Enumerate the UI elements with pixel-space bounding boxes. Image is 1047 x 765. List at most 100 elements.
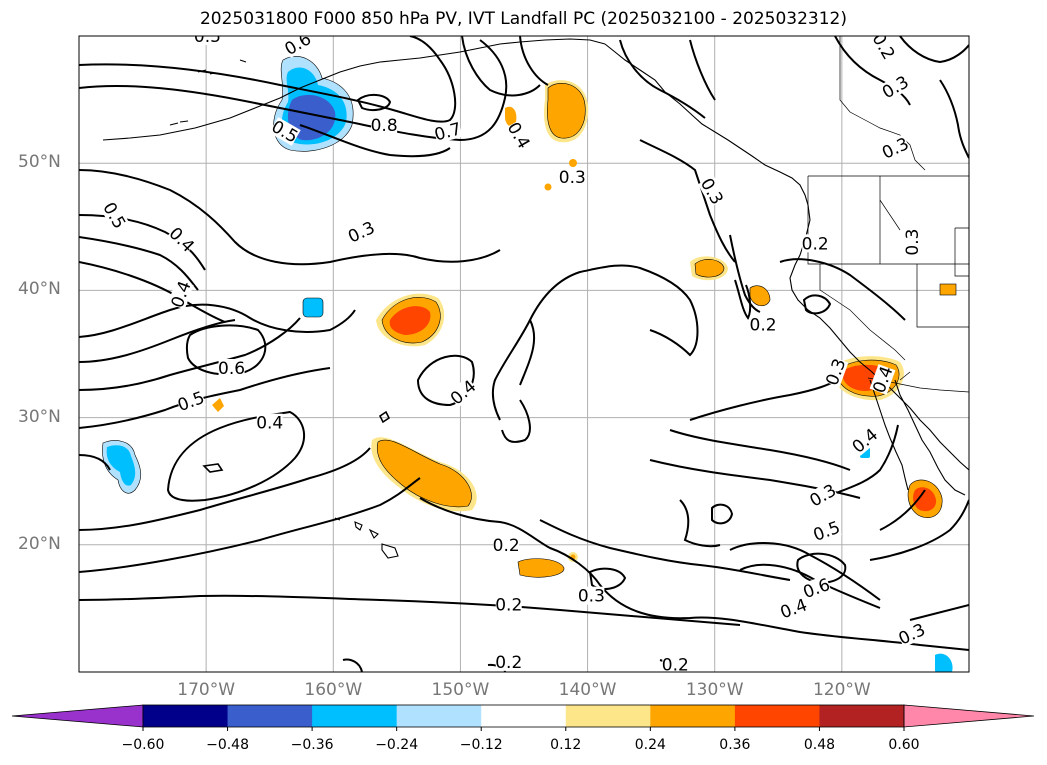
longitude-label: 140°W bbox=[558, 680, 617, 700]
shade-blob-small-145w bbox=[505, 106, 517, 127]
contour-label-gap bbox=[432, 119, 463, 144]
contour-label-gap bbox=[167, 278, 194, 310]
longitude-label: 160°W bbox=[304, 680, 363, 700]
coast-alaska-peninsula bbox=[102, 49, 471, 141]
colorbar-tick-label: 0.60 bbox=[888, 737, 920, 753]
contour-label-gap bbox=[869, 36, 899, 62]
contour-label-gap bbox=[269, 117, 301, 146]
contour-label-gap bbox=[896, 620, 928, 648]
contour-label: 0.4 bbox=[256, 414, 283, 434]
contour-label: 0.2 bbox=[662, 655, 689, 675]
colorbar-tick-label: −0.24 bbox=[375, 737, 419, 753]
border-state-4 bbox=[819, 264, 906, 361]
colorbar-frame bbox=[142, 704, 905, 728]
coast-hawaii-4 bbox=[381, 543, 399, 559]
shade-blob-25n-150w bbox=[376, 439, 472, 508]
coast-hawaii-2 bbox=[354, 521, 363, 531]
colorbar-tick-label: −0.36 bbox=[290, 737, 334, 753]
contour-label-gap bbox=[879, 134, 911, 162]
contour-label: 0.3 bbox=[903, 229, 923, 256]
colorbar-segment bbox=[565, 705, 651, 727]
colorbar-extend-min bbox=[11, 704, 144, 728]
shade-blob-southeast-corner bbox=[935, 653, 953, 672]
coast-bc-panhandle bbox=[604, 43, 969, 471]
colorbar-segment bbox=[143, 705, 229, 727]
colorbar-tick-label: −0.48 bbox=[206, 737, 249, 753]
contour-label-gap bbox=[697, 175, 727, 207]
colorbar-tick-label: 0.48 bbox=[803, 737, 836, 753]
colorbar-segment bbox=[227, 705, 313, 727]
contour-label-gap bbox=[495, 595, 522, 614]
contour-label-gap bbox=[218, 358, 245, 377]
contour-label-gap bbox=[495, 652, 522, 671]
contour-label: 0.2 bbox=[495, 596, 522, 616]
colorbar-segment bbox=[819, 705, 905, 727]
border-state-3 bbox=[954, 227, 969, 277]
border-alaska-canada bbox=[839, 36, 926, 171]
contour-label-gap bbox=[802, 234, 829, 253]
coast-baja bbox=[869, 379, 909, 491]
contour-label-gap bbox=[194, 36, 221, 45]
shade-blob-aleutian-dark bbox=[287, 94, 336, 141]
shade-blob-42n-131w-inner bbox=[694, 259, 725, 278]
contour-label-gap bbox=[801, 575, 832, 601]
contour-label-gap bbox=[256, 413, 283, 432]
latitude-label: 50°N bbox=[18, 152, 61, 173]
colorbar-segment bbox=[481, 705, 567, 727]
colorbar bbox=[11, 704, 1035, 731]
contour-label-gap bbox=[750, 315, 777, 334]
shade-blob-40n-127w bbox=[749, 285, 771, 307]
colorbar-tick-label: 0.36 bbox=[719, 737, 751, 753]
coast-alaska-south bbox=[469, 38, 606, 51]
contour-label-gap bbox=[822, 356, 849, 388]
shade-blob-west-subtropics-inner bbox=[106, 445, 136, 486]
contour-label: 0.2 bbox=[802, 234, 829, 254]
contour-label: 0.2 bbox=[495, 653, 522, 673]
contour-label-gap bbox=[559, 168, 586, 187]
border-state-5 bbox=[916, 264, 969, 328]
plot-frame bbox=[78, 35, 970, 673]
colorbar-segment bbox=[312, 705, 398, 727]
latitude-label: 40°N bbox=[18, 279, 61, 300]
contour-label: 0.2 bbox=[493, 536, 520, 556]
contour-label-gap bbox=[371, 116, 398, 135]
contour-label: 0.5 bbox=[194, 27, 221, 47]
contour-label: 0.3 bbox=[559, 168, 586, 188]
latitude-label: 20°N bbox=[18, 533, 61, 554]
contour-label-gap bbox=[662, 655, 689, 672]
latitude-label: 30°N bbox=[18, 406, 61, 427]
contour-label-gap bbox=[345, 218, 377, 246]
longitude-label: 120°W bbox=[812, 680, 871, 700]
contour-label-gap bbox=[869, 364, 896, 395]
longitude-label: 130°W bbox=[685, 680, 744, 700]
colorbar-tick-label: 0.12 bbox=[550, 737, 582, 753]
contour-label-gap bbox=[493, 535, 520, 554]
colorbar-segment bbox=[734, 705, 820, 727]
colorbar-segment bbox=[650, 705, 736, 727]
pv-contours-small bbox=[202, 410, 391, 473]
shade-blob-40n-155w-core bbox=[389, 306, 431, 335]
coast-baja-east bbox=[894, 379, 966, 496]
shade-blob-gulf-alaska bbox=[547, 83, 586, 139]
contour-label-gap bbox=[879, 72, 912, 102]
contour-label-gap bbox=[811, 517, 842, 544]
contour-label-gap bbox=[902, 229, 921, 256]
colorbar-tick-label: −0.60 bbox=[121, 737, 165, 753]
contour-label-gap bbox=[778, 595, 809, 622]
positive-shading bbox=[212, 80, 957, 578]
coast-hawaii-3 bbox=[368, 528, 379, 539]
contour-label-gap bbox=[100, 199, 129, 232]
contour-label: 0.3 bbox=[578, 587, 605, 607]
contour-label: 0.6 bbox=[218, 359, 245, 379]
shade-blob-18n-144w bbox=[517, 558, 565, 578]
contour-label-gap bbox=[447, 376, 479, 408]
shade-blob-small-160w bbox=[302, 297, 324, 318]
contour-label-gap bbox=[848, 425, 881, 456]
colorbar-segment bbox=[396, 705, 482, 727]
contour-label-gap bbox=[175, 388, 207, 414]
colorbar-extend-max bbox=[903, 704, 1035, 728]
shade-blob-mexico-core bbox=[913, 487, 937, 512]
contour-label-gap bbox=[807, 480, 839, 510]
colorbar-tick-label: −0.12 bbox=[459, 737, 503, 753]
